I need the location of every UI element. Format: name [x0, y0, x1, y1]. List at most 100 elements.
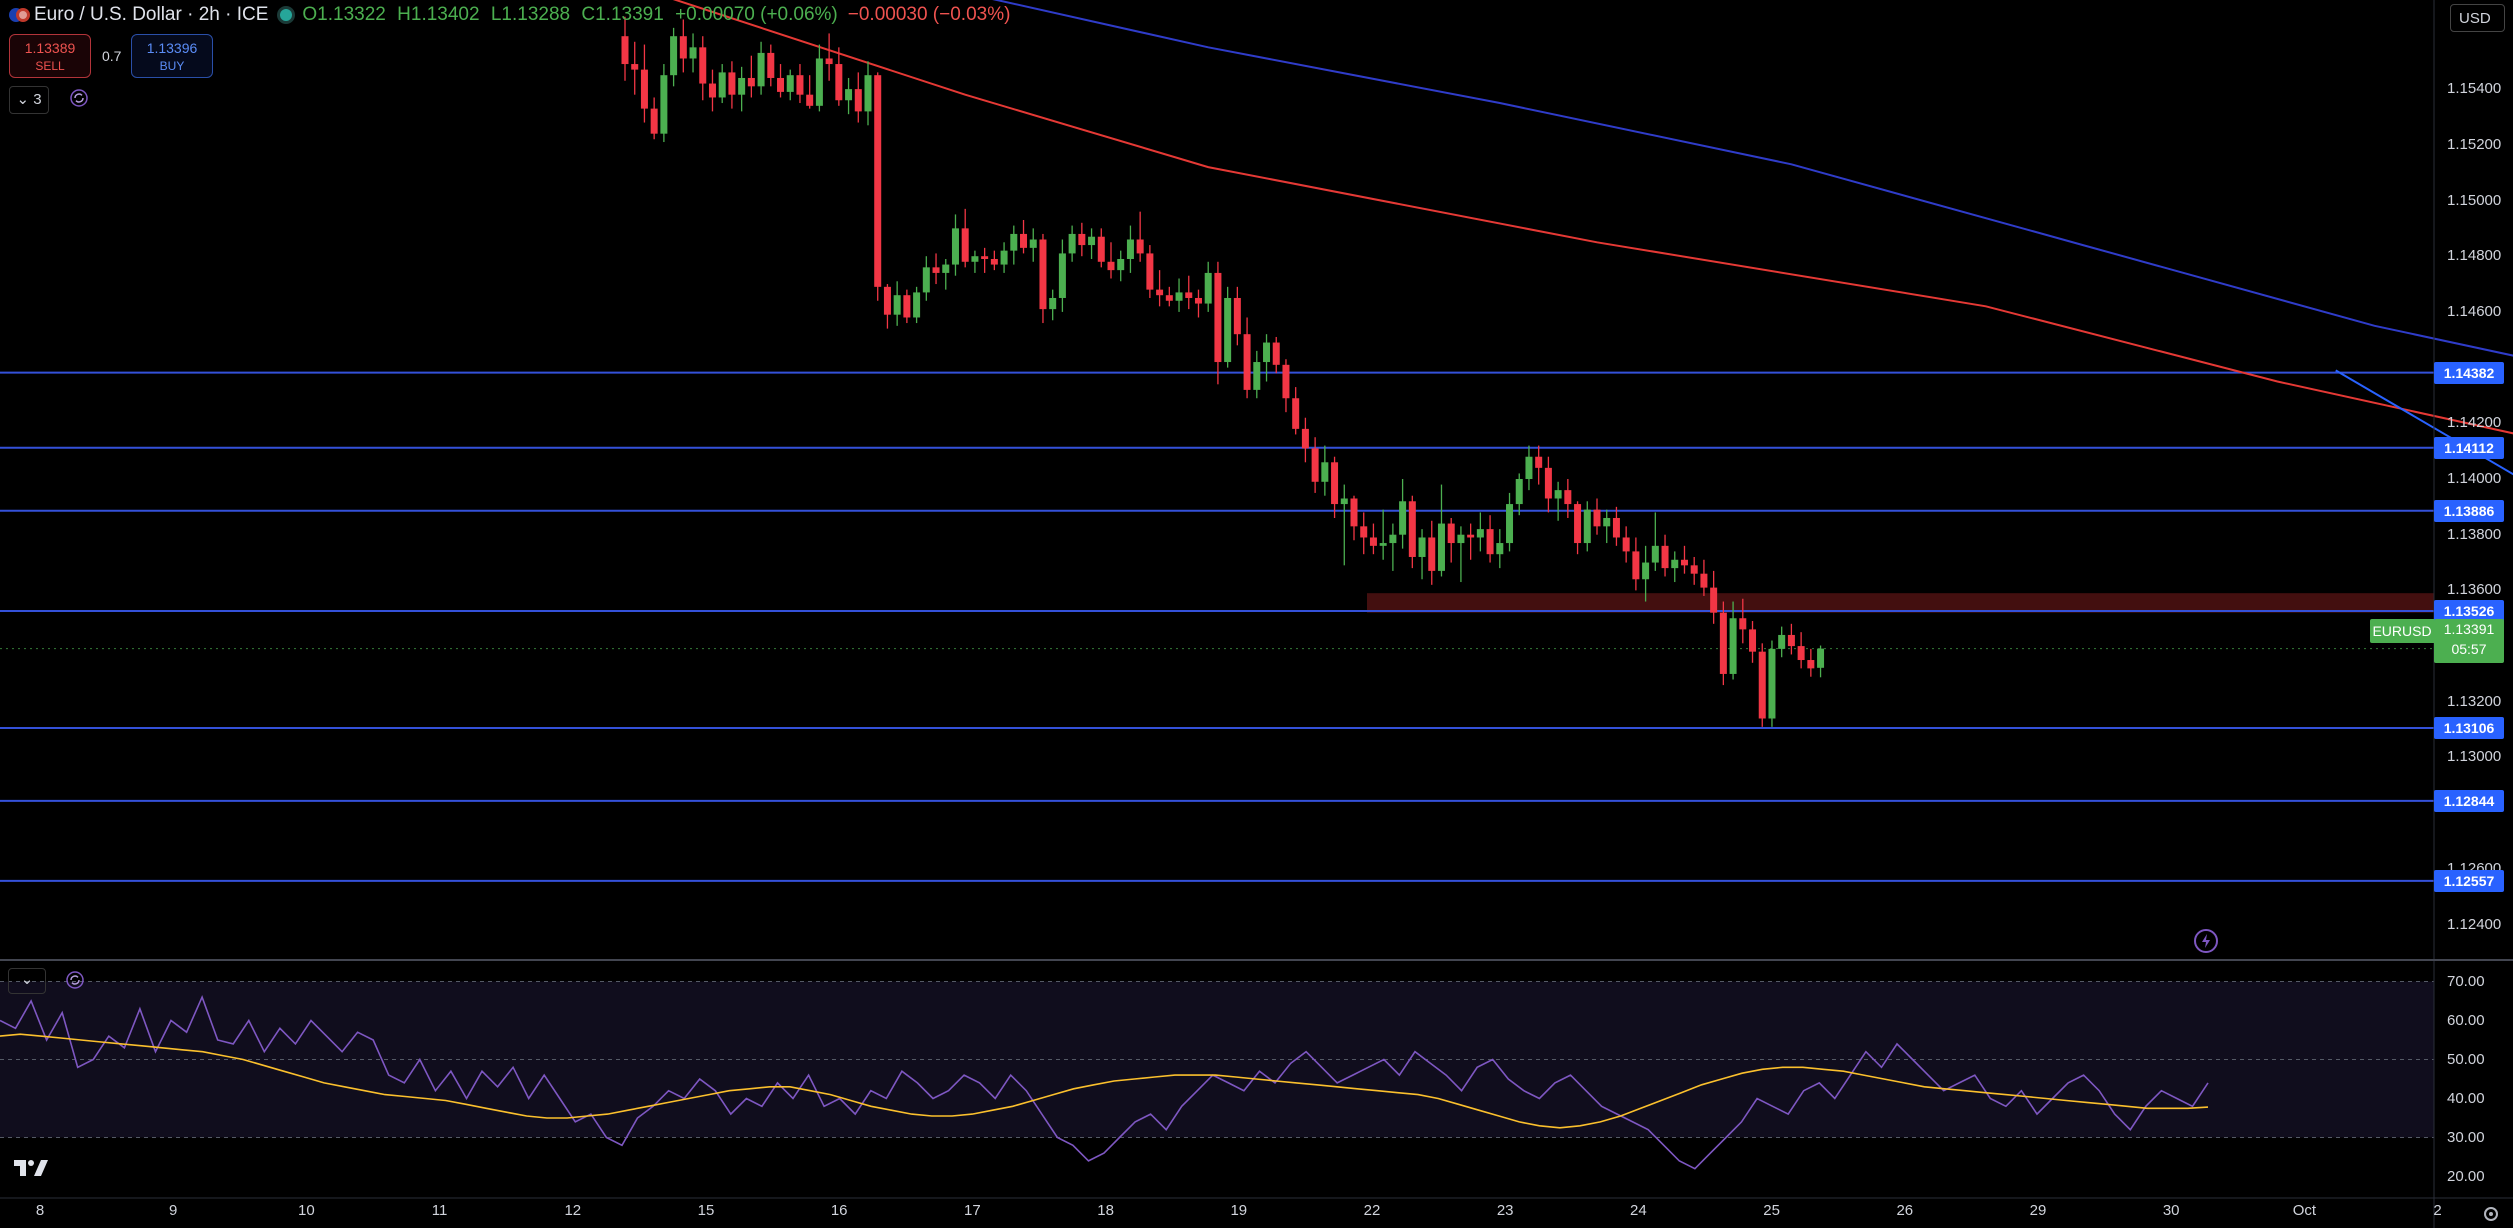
candle-body	[689, 47, 697, 59]
close-value: C1.13391	[581, 4, 664, 25]
indicators-toggle[interactable]: ⌄ 3	[9, 86, 49, 114]
candle-body	[1554, 490, 1562, 499]
candle-body	[786, 75, 794, 92]
candle-body	[1496, 543, 1504, 555]
candle-body	[757, 52, 765, 87]
buy-price: 1.13396	[146, 40, 198, 56]
candle-body	[1719, 612, 1727, 674]
candle-body	[1583, 509, 1591, 544]
candle-body	[1787, 634, 1795, 647]
candle-body	[1058, 253, 1066, 298]
time-axis-label: 8	[35, 1202, 45, 1219]
candle-body	[1447, 523, 1455, 544]
candle-body	[1214, 272, 1222, 363]
rsi-collapse-button[interactable]: ⌄	[8, 968, 46, 994]
candle-body	[1710, 587, 1718, 613]
change-value: +0.00070 (+0.06%)	[675, 4, 838, 25]
candle-body	[1476, 529, 1484, 538]
candle-body	[1146, 253, 1154, 290]
ma-fast-line	[672, 0, 2513, 435]
candlestick-series	[621, 16, 1825, 727]
resistance-zone-rect	[1367, 593, 2434, 613]
candle-body	[1739, 618, 1747, 630]
candle-body	[864, 75, 872, 112]
rsi-axis-label: 20.00	[2447, 1167, 2485, 1185]
time-axis-label: 12	[564, 1202, 582, 1219]
candle-body	[1418, 537, 1426, 557]
currency-selector[interactable]: USD	[2450, 4, 2505, 32]
candle-body	[1282, 364, 1290, 399]
candle-body	[1185, 292, 1193, 298]
buy-button[interactable]: 1.13396 BUY	[131, 34, 213, 78]
time-axis-label: 9	[169, 1202, 178, 1219]
resistance-zone	[1367, 593, 2434, 613]
candle-body	[1049, 297, 1057, 310]
ohlc-values: O1.13322 H1.13402 L1.13288 C1.13391 +0.0…	[302, 4, 843, 26]
candle-body	[825, 58, 833, 65]
price-axis-label: 1.13000	[2447, 748, 2502, 766]
candle-body	[845, 89, 853, 101]
candle-body	[1807, 660, 1815, 669]
rsi-sync-icon[interactable]	[66, 971, 84, 989]
chevron-down-icon: ⌄	[16, 91, 34, 108]
candle-body	[796, 75, 804, 95]
candle-body	[1117, 258, 1125, 271]
lightning-icon[interactable]	[2193, 928, 2219, 954]
time-axis-label: 11	[431, 1202, 448, 1219]
candle-body	[913, 292, 921, 318]
candle-body	[1632, 551, 1640, 580]
candle-body	[1817, 648, 1825, 668]
candle-body	[1136, 239, 1144, 254]
price-axis-label: 1.15000	[2447, 191, 2502, 209]
candle-body	[1253, 362, 1261, 390]
market-status-icon	[280, 9, 293, 21]
sell-button[interactable]: 1.13389 SELL	[9, 34, 91, 78]
sell-label: SELL	[35, 59, 65, 73]
settings-gear-icon[interactable]	[2481, 1204, 2501, 1224]
time-axis-label: 29	[2029, 1202, 2047, 1219]
candle-body	[1515, 479, 1523, 505]
rsi-axis-label: 70.00	[2447, 972, 2485, 990]
candle-body	[1360, 526, 1368, 538]
candle-body	[922, 267, 930, 293]
candle-body	[1175, 292, 1183, 301]
candle-body	[1331, 462, 1339, 505]
candle-body	[1428, 537, 1436, 571]
rsi-ma-line	[0, 1033, 2209, 1129]
time-axis-label: 24	[1630, 1202, 1647, 1219]
level-tag: 1.13526	[2434, 600, 2504, 622]
bar-countdown: 05:57	[2451, 641, 2487, 657]
candle-body	[1506, 504, 1514, 544]
candle-body	[1156, 289, 1164, 296]
sync-icon[interactable]	[70, 89, 88, 107]
time-axis-label: 15	[697, 1202, 715, 1219]
current-symbol-tag: EURUSD	[2370, 619, 2434, 643]
candle-body	[1107, 261, 1115, 271]
tradingview-logo[interactable]	[12, 1156, 52, 1180]
candle-body	[1768, 648, 1776, 719]
candle-body	[1690, 565, 1698, 574]
time-axis-label: 23	[1496, 1202, 1514, 1219]
candle-body	[660, 75, 668, 134]
candle-body	[835, 64, 843, 101]
candle-body	[1340, 498, 1348, 505]
candle-body	[1622, 537, 1630, 552]
candle-body	[1369, 537, 1377, 546]
candle-body	[1797, 646, 1805, 661]
candle-body	[1097, 236, 1105, 262]
candle-body	[932, 267, 940, 273]
candle-body	[942, 264, 950, 273]
candle-body	[1078, 233, 1086, 246]
ma-slow-line	[992, 0, 2513, 357]
candle-body	[981, 256, 989, 259]
candle-body	[903, 295, 911, 318]
time-axis-label: 10	[298, 1202, 315, 1219]
time-axis-label: 17	[964, 1202, 981, 1219]
candle-body	[1165, 295, 1173, 301]
trendline[interactable]	[2335, 369, 2513, 768]
symbol-title[interactable]: Euro / U.S. Dollar · 2h · ICE	[34, 4, 269, 25]
time-axis-label: 22	[1363, 1202, 1381, 1219]
candle-body	[1749, 629, 1757, 652]
candle-body	[1292, 398, 1300, 429]
